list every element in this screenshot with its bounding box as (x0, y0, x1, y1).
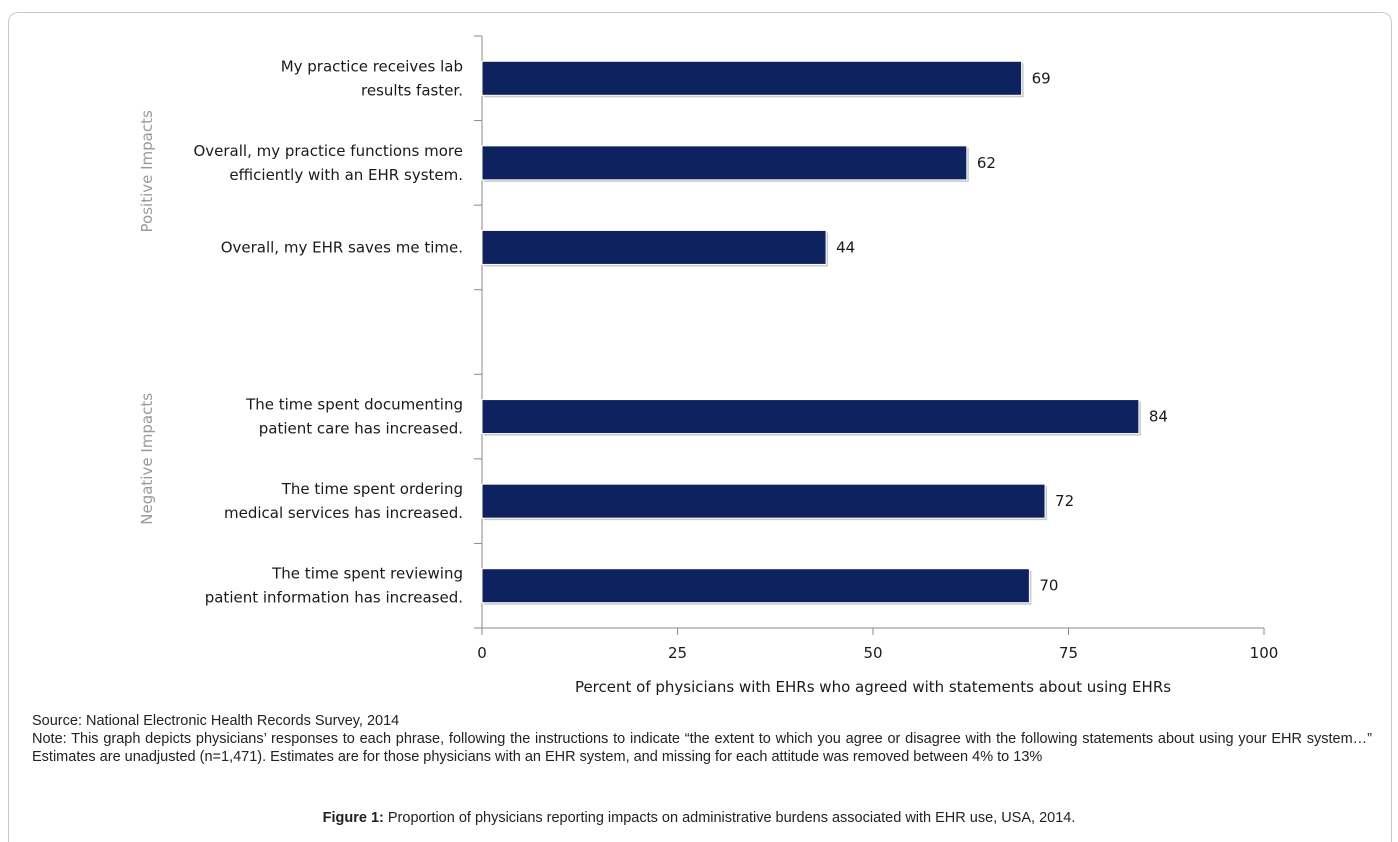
category-label: patient care has increased. (259, 420, 463, 438)
category-label: Overall, my EHR saves me time. (221, 238, 463, 256)
x-axis-title: Percent of physicians with EHRs who agre… (575, 678, 1171, 696)
bar-value-label: 72 (1055, 492, 1074, 510)
bar (482, 569, 1029, 603)
bar-chart: 0 25 50 75 100 69 My practice receives lab resu… (0, 0, 1398, 700)
x-tick-label: 25 (668, 644, 687, 662)
group-label: Negative Impacts (138, 393, 156, 525)
caption-label: Figure 1: (323, 810, 384, 826)
bar (482, 230, 826, 264)
x-tick-label: 0 (477, 644, 487, 662)
category-label: medical services has increased. (224, 504, 463, 522)
bar-value-label: 62 (977, 154, 996, 172)
category-label: results faster. (361, 81, 463, 99)
bar (482, 146, 967, 180)
figure-caption: Figure 1: Proportion of physicians repor… (0, 810, 1398, 826)
note-text: Note: This graph depicts physicians’ res… (32, 730, 1372, 766)
category-label: efficiently with an EHR system. (229, 166, 463, 184)
figure-notes: Source: National Electronic Health Recor… (32, 712, 1372, 766)
category-label: Overall, my practice functions more (193, 142, 463, 160)
category-label: The time spent reviewing (271, 565, 463, 583)
bar-value-label: 70 (1039, 577, 1058, 595)
x-tick-label: 50 (863, 644, 882, 662)
category-label: The time spent ordering (281, 480, 463, 498)
source-text: Source: National Electronic Health Recor… (32, 712, 1372, 730)
x-tick-label: 100 (1250, 644, 1279, 662)
x-tick-label: 75 (1059, 644, 1078, 662)
caption-text: Proportion of physicians reporting impac… (384, 810, 1076, 826)
bar (482, 61, 1022, 95)
bar-value-label: 84 (1149, 408, 1168, 426)
bar (482, 484, 1045, 518)
group-label: Positive Impacts (138, 110, 156, 232)
bar (482, 400, 1139, 434)
category-label: My practice receives lab (281, 57, 463, 75)
bar-value-label: 44 (836, 238, 855, 256)
category-label: patient information has increased. (205, 589, 463, 607)
category-label: The time spent documenting (245, 396, 463, 414)
bar-value-label: 69 (1032, 69, 1051, 87)
